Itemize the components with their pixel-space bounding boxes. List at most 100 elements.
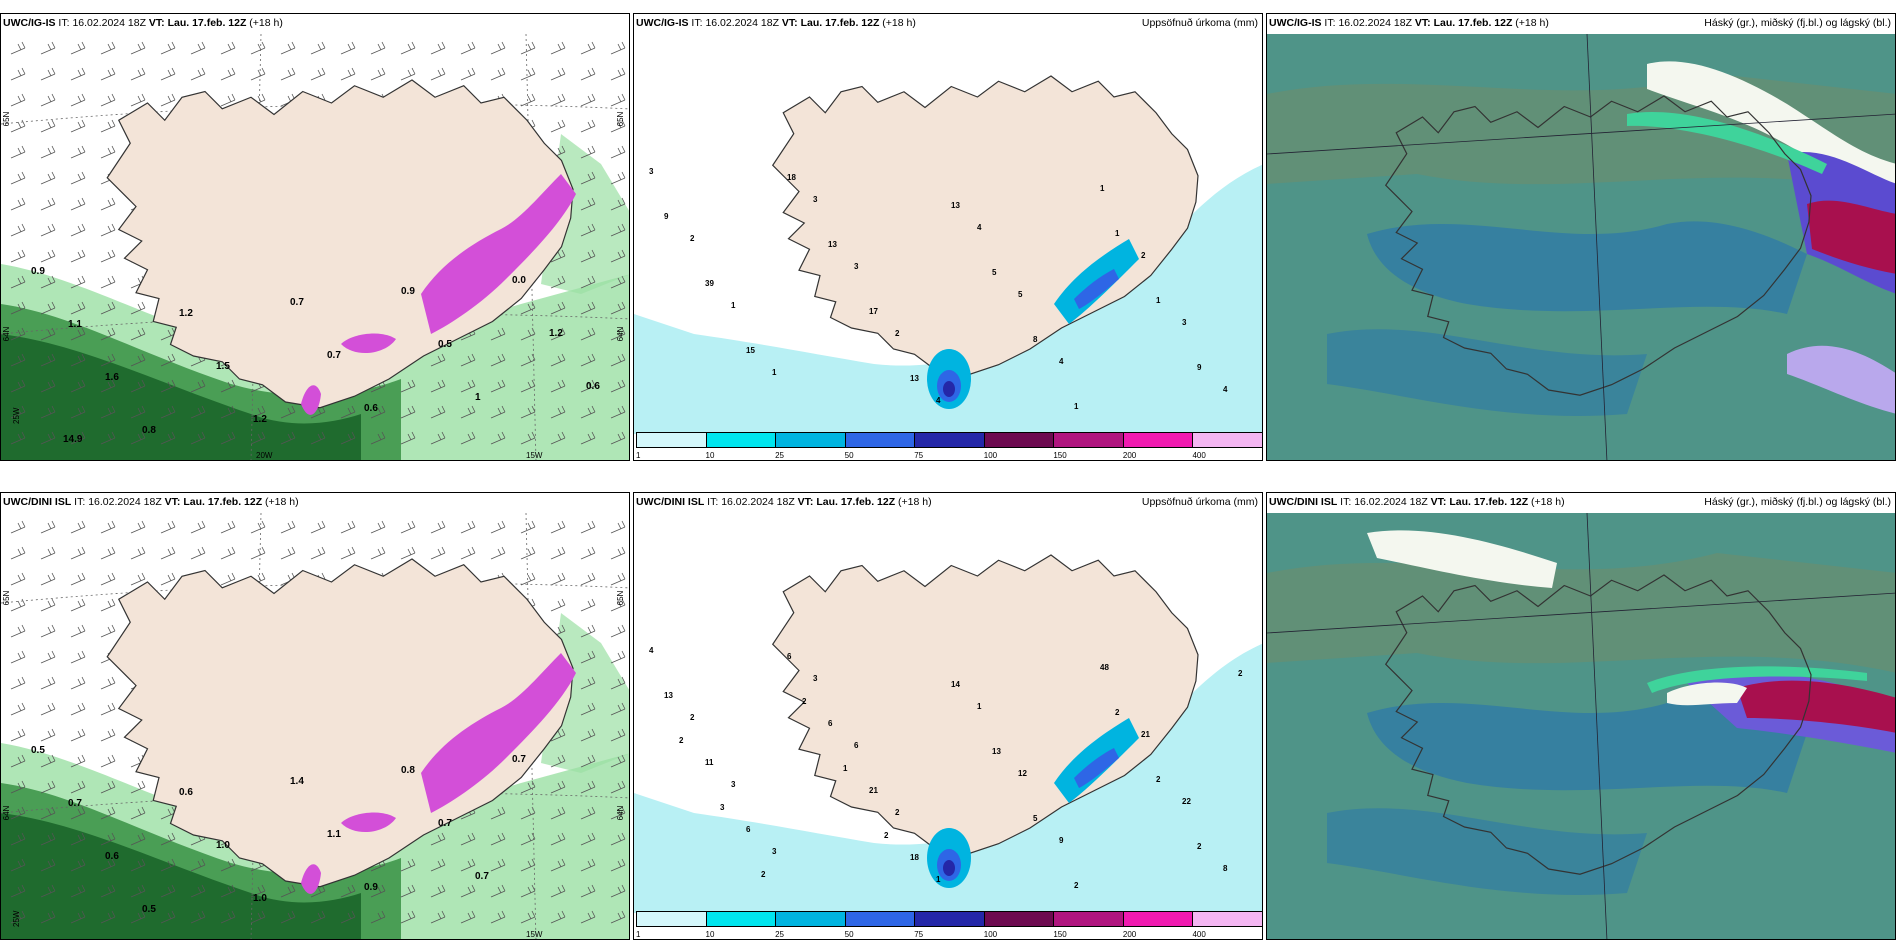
gust-value-label: 1.1 <box>68 319 82 330</box>
wind-barb <box>160 520 176 534</box>
wind-barb <box>550 301 566 315</box>
precip-value-label: 2 <box>1115 708 1120 717</box>
precip-value-label: 9 <box>1197 363 1202 372</box>
wind-barb <box>10 327 26 341</box>
wind-barb <box>370 520 386 534</box>
wind-barb <box>40 353 56 367</box>
colorbar-tick-label: 50 <box>844 930 854 939</box>
precip-value-label: 6 <box>854 741 859 750</box>
wind-barb <box>100 754 116 768</box>
precip-value-label: 5 <box>1033 814 1038 823</box>
wind-barb <box>40 728 56 742</box>
wind-barb <box>580 275 596 289</box>
wind-barb <box>340 520 356 534</box>
it-label: IT: <box>1324 17 1336 29</box>
wind-barb <box>160 858 176 872</box>
wind-barb <box>70 780 86 794</box>
wind-barb <box>580 379 596 393</box>
wind-barb <box>10 67 26 81</box>
mid-cloud-purple <box>1787 345 1895 414</box>
low-cloud-area <box>1367 700 1807 793</box>
precip-value-label: 3 <box>720 803 725 812</box>
panel-top-mid: UWC/IG-IS IT: 16.02.2024 18Z VT: Lau. 17… <box>633 13 1263 461</box>
precip-map: 4233362111294821228131166621181413522222… <box>634 513 1262 913</box>
colorbar-tick-label: 75 <box>914 451 924 460</box>
wind-barb <box>40 379 56 393</box>
vt-value: Lau. 17.feb. 12Z <box>800 17 880 29</box>
wind-barb <box>580 249 596 263</box>
gust-value-label: 1.2 <box>549 328 563 339</box>
wind-barb <box>40 572 56 586</box>
precip-value-label: 2 <box>1156 775 1161 784</box>
lat-label: 64N <box>616 805 625 820</box>
wind-barb <box>460 41 476 55</box>
wind-barb <box>610 223 626 237</box>
precip-value-label: 2 <box>895 329 900 338</box>
wind-barb <box>190 67 206 81</box>
precip-value-label: 1 <box>977 702 982 711</box>
precip-cell <box>943 860 955 876</box>
snow-gust-patches <box>301 174 576 415</box>
precip-value-label: 2 <box>1141 251 1146 260</box>
wind-barb <box>430 379 446 393</box>
wind-barb <box>370 41 386 55</box>
wind-barb <box>70 806 86 820</box>
precip-value-label: 48 <box>1100 663 1109 672</box>
wind-barb <box>580 910 596 924</box>
wind-barb <box>130 910 146 924</box>
precip-value-label: 13 <box>910 374 919 383</box>
wind-barb <box>250 910 266 924</box>
precip-value-label: 1 <box>1156 296 1161 305</box>
wind-barb <box>100 93 116 107</box>
wind-barb <box>280 910 296 924</box>
wind-barb <box>100 119 116 133</box>
gust-magenta-area <box>421 174 576 334</box>
wind-barb <box>40 546 56 560</box>
wind-barb <box>580 546 596 560</box>
wind-barb <box>610 676 626 690</box>
wind-barb <box>580 119 596 133</box>
colorbar-tick-label: 400 <box>1192 451 1206 460</box>
wind-barb <box>70 119 86 133</box>
wind-barb <box>130 379 146 393</box>
wind-barb <box>100 520 116 534</box>
colorbar-cell <box>1192 911 1262 927</box>
wind-barb <box>400 431 416 445</box>
wind-barb <box>220 910 236 924</box>
wind-barb <box>100 353 116 367</box>
wind-barb <box>190 41 206 55</box>
wind-barb <box>10 405 26 419</box>
wind-barb <box>10 520 26 534</box>
wind-barb <box>40 249 56 263</box>
precip-value-label: 4 <box>1059 357 1064 366</box>
precip-value-label: 4 <box>649 646 654 655</box>
wind-barb <box>250 67 266 81</box>
precip-value-label: 5 <box>1018 290 1023 299</box>
wind-barb <box>40 884 56 898</box>
wind-barb <box>40 858 56 872</box>
gust-value-label: 0.6 <box>105 851 119 862</box>
precip-cells <box>927 239 1139 409</box>
vt-label: VT: <box>164 496 181 508</box>
lead-time: (+18 h) <box>265 496 299 508</box>
gust-magenta-area <box>421 653 576 813</box>
wind-barb <box>220 572 236 586</box>
gust-value-label: 0.8 <box>142 425 156 436</box>
model-name: UWC/IG-IS <box>636 17 689 29</box>
it-label: IT: <box>691 17 703 29</box>
precip-value-label: 4 <box>1223 385 1228 394</box>
precip-value-label: 13 <box>951 201 960 210</box>
cloud-edge <box>1627 112 1827 174</box>
precip-value-label: 6 <box>828 719 833 728</box>
wind-barb <box>70 431 86 445</box>
wind-barb <box>310 67 326 81</box>
wind-barb <box>490 405 506 419</box>
wind-barb <box>550 405 566 419</box>
low-cloud-area <box>1327 808 1647 896</box>
wind-barb <box>10 910 26 924</box>
wind-barb <box>490 806 506 820</box>
precip-value-label: 8 <box>1033 335 1038 344</box>
wind-barb <box>100 858 116 872</box>
wind-barb <box>100 624 116 638</box>
wind-barb <box>10 884 26 898</box>
